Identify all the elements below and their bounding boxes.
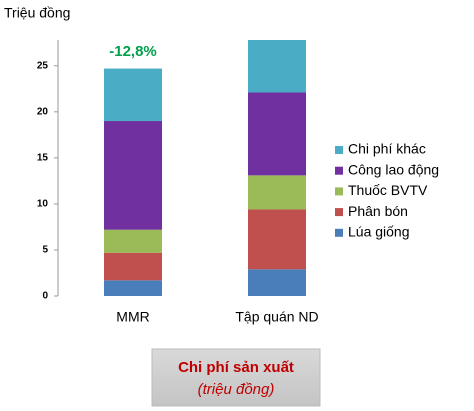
legend-swatch: [335, 146, 343, 154]
y-axis-label: Triệu đồng: [4, 5, 70, 21]
y-tick-label: 20: [37, 106, 49, 117]
y-tick-label: 0: [42, 291, 48, 302]
y-tick-label: 15: [37, 153, 49, 164]
bar-segment: [104, 252, 162, 281]
legend-swatch: [335, 166, 343, 175]
x-tick-label: MMR: [116, 309, 149, 325]
annotation: -12,8%: [109, 43, 157, 60]
bar-segment: [104, 280, 162, 296]
bar-segment: [248, 40, 306, 93]
bar-segment: [248, 175, 306, 210]
y-tick-label: 25: [37, 60, 49, 71]
legend-label: Công lao động: [348, 161, 439, 177]
legend-label: Chi phí khác: [348, 141, 426, 157]
x-tick-label: Tập quán ND: [235, 309, 318, 325]
chart-subtitle: (triệu đồng): [198, 381, 275, 398]
bar-segment: [248, 92, 306, 176]
legend-swatch: [335, 228, 343, 237]
caption-box: [151, 348, 321, 407]
bar-segment: [104, 121, 162, 230]
bar-segment: [248, 269, 306, 296]
chart-title: Chi phí sản xuất: [178, 359, 294, 376]
legend-swatch: [335, 208, 343, 217]
y-tick-label: 10: [37, 199, 49, 210]
y-tick-label: 5: [42, 245, 48, 256]
legend-swatch: [335, 187, 343, 196]
legend-label: Thuốc BVTV: [348, 182, 428, 198]
bar-segment: [104, 68, 162, 122]
legend-label: Phân bón: [348, 203, 408, 219]
bar-segment: [248, 209, 306, 270]
bar-segment: [104, 229, 162, 253]
legend-label: Lúa giống: [348, 224, 410, 240]
